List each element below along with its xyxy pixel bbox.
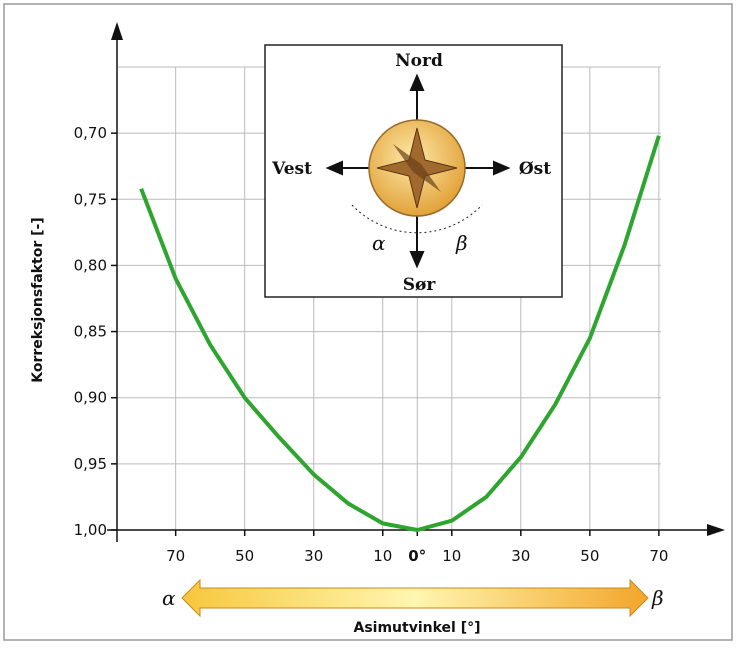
beta-label: β <box>455 231 468 255</box>
x-tick-label: 50 <box>235 547 254 565</box>
x-tick-label: 30 <box>511 547 530 565</box>
x-tick-label: 10 <box>373 547 392 565</box>
alpha-band-label: α <box>162 586 176 610</box>
y-tick-label: 1,00 <box>74 521 107 539</box>
y-tick-label: 0,95 <box>74 455 107 473</box>
north-label: Nord <box>395 51 443 71</box>
alpha-label: α <box>372 231 386 255</box>
y-tick-label: 0,85 <box>74 323 107 341</box>
west-label: Vest <box>271 159 312 179</box>
chart: α β Asimutvinkel [°] Korreksjonsfaktor [… <box>0 0 736 644</box>
x-tick-label: 70 <box>649 547 668 565</box>
x-axis-label: Asimutvinkel [°] <box>353 620 480 636</box>
x-axis-arrow <box>707 524 725 536</box>
x-tick-label: 70 <box>166 547 185 565</box>
x-tick-label: 50 <box>580 547 599 565</box>
x-tick-label: 30 <box>304 547 323 565</box>
y-tick-label: 0,75 <box>74 190 107 208</box>
y-axis-label: Korreksjonsfaktor [-] <box>30 217 46 382</box>
south-label: Sør <box>403 275 437 295</box>
east-label: Øst <box>519 159 551 179</box>
y-axis-arrow <box>111 22 123 40</box>
x-tick-label: 0° <box>408 547 426 565</box>
beta-band-label: β <box>651 586 664 610</box>
azimuth-band <box>182 580 648 616</box>
x-tick-label: 10 <box>442 547 461 565</box>
y-tick-label: 0,80 <box>74 256 107 274</box>
y-tick-label: 0,90 <box>74 389 107 407</box>
compass-inset: Nord Vest Øst Sør α β <box>265 45 562 297</box>
y-tick-label: 0,70 <box>74 124 107 142</box>
